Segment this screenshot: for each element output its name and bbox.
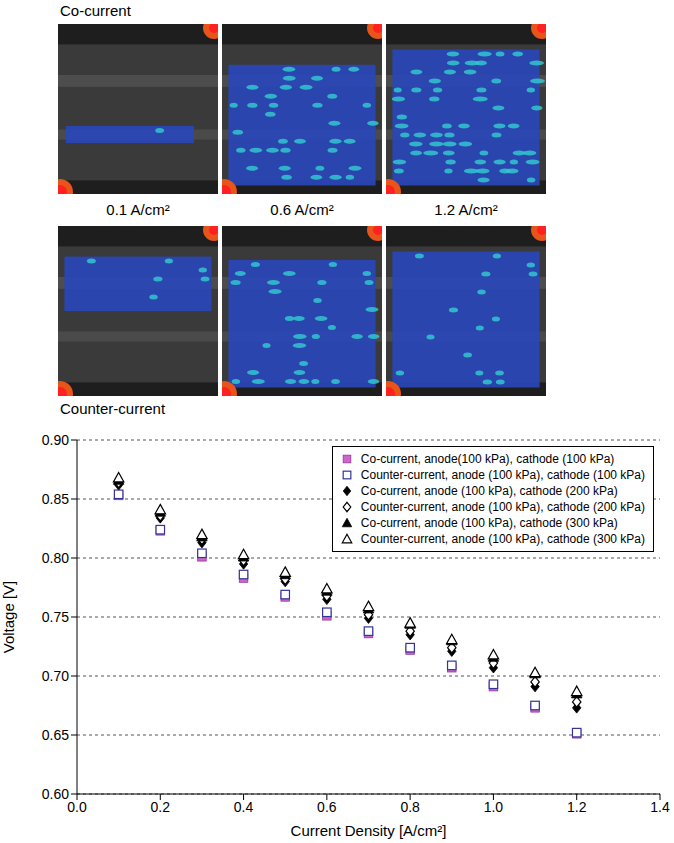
svg-text:0.85: 0.85 xyxy=(42,491,69,507)
html-text:1.2 A/cm²: 1.2 A/cm² xyxy=(434,201,498,218)
svg-text:0.60: 0.60 xyxy=(42,786,69,802)
svg-text:0.4: 0.4 xyxy=(234,799,254,815)
html-text:0.6 A/cm²: 0.6 A/cm² xyxy=(270,201,334,218)
svg-text:0.0: 0.0 xyxy=(67,799,87,815)
html-text:Counter-current, anode (100 kP: Counter-current, anode (100 kPa), cathod… xyxy=(360,500,645,514)
svg-text:0.6: 0.6 xyxy=(317,799,337,815)
html-text:Co-current: Co-current xyxy=(60,2,131,19)
svg-text:1.2: 1.2 xyxy=(567,799,587,815)
html-text:Co-current, anode (100 kPa), c: Co-current, anode (100 kPa), cathode (20… xyxy=(360,484,618,498)
html-text:Counter-current, anode (100 kP: Counter-current, anode (100 kPa), cathod… xyxy=(360,532,645,546)
svg-text:Current Density [A/cm²]: Current Density [A/cm²] xyxy=(291,822,447,839)
svg-text:0.2: 0.2 xyxy=(151,799,171,815)
html-text:Counter-current, anode (100 kP: Counter-current, anode (100 kPa), cathod… xyxy=(360,468,645,482)
html-text:Co-current, anode (100 kPa), c: Co-current, anode (100 kPa), cathode (30… xyxy=(360,516,618,530)
svg-text:0.80: 0.80 xyxy=(42,550,69,566)
html-text:Co-current, anode(100 kPa), ca: Co-current, anode(100 kPa), cathode (100… xyxy=(360,452,615,466)
svg-text:0.90: 0.90 xyxy=(42,432,69,448)
svg-text:0.70: 0.70 xyxy=(42,668,69,684)
svg-text:1.4: 1.4 xyxy=(650,799,670,815)
svg-text:Voltage [V]: Voltage [V] xyxy=(0,581,17,654)
html-text:0.1 A/cm²: 0.1 A/cm² xyxy=(106,201,170,218)
svg-text:0.65: 0.65 xyxy=(42,727,69,743)
svg-text:0.8: 0.8 xyxy=(400,799,420,815)
html-text:Counter-current: Counter-current xyxy=(60,400,165,417)
svg-text:0.75: 0.75 xyxy=(42,609,69,625)
svg-text:1.0: 1.0 xyxy=(484,799,504,815)
